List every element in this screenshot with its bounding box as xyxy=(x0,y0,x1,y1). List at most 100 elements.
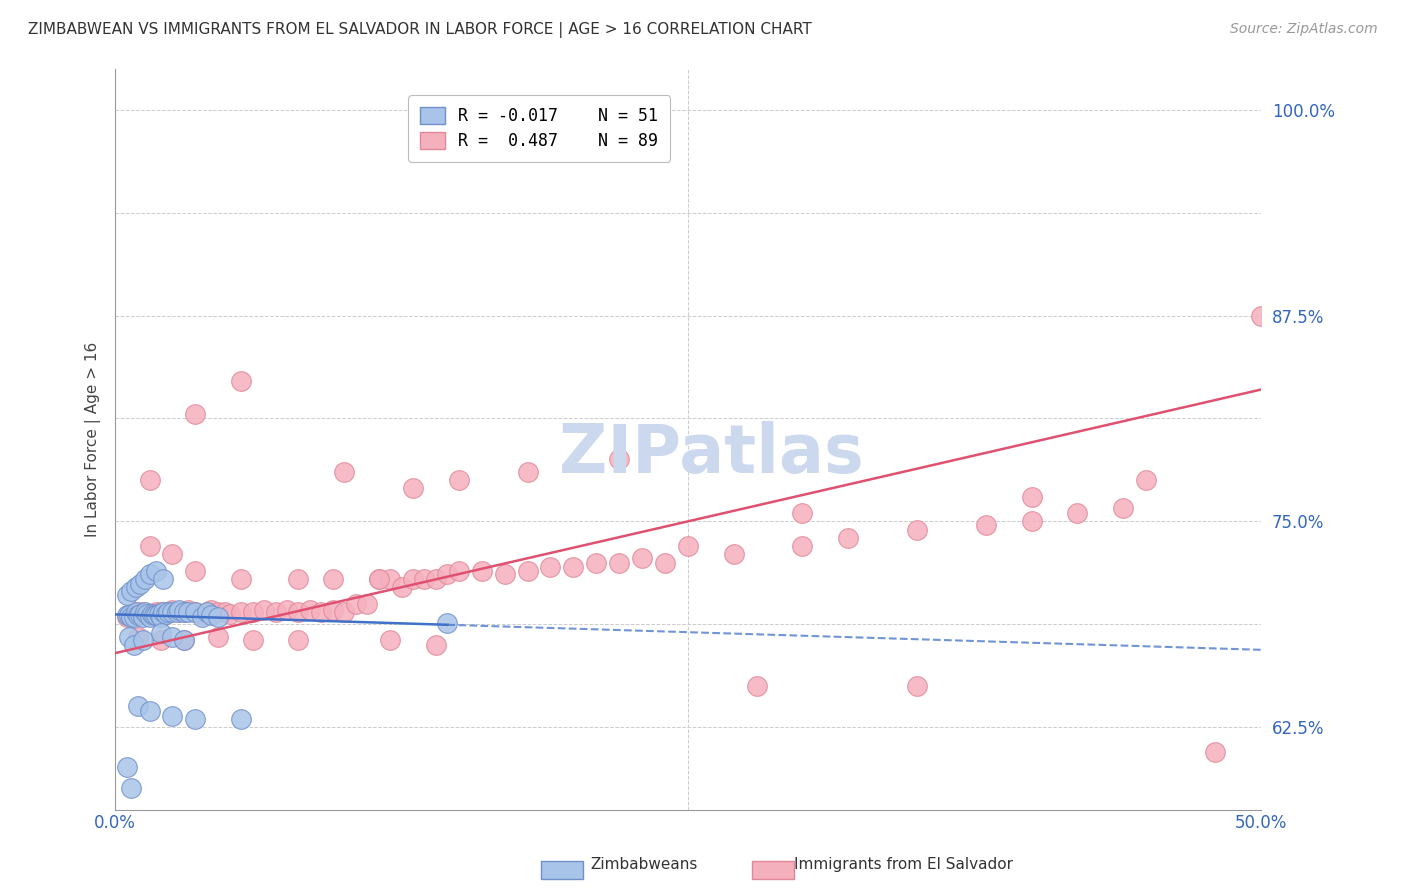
Point xyxy=(447,564,470,578)
Point xyxy=(177,603,200,617)
Point xyxy=(287,632,309,647)
Point xyxy=(425,638,447,652)
Point xyxy=(141,607,163,621)
Point xyxy=(134,605,156,619)
Point xyxy=(214,605,236,619)
Point xyxy=(169,605,191,619)
Point xyxy=(723,547,745,561)
Point xyxy=(131,605,153,619)
Point xyxy=(231,712,253,726)
Point xyxy=(143,608,166,623)
Point xyxy=(287,605,309,619)
Point xyxy=(152,605,174,619)
Point xyxy=(367,572,389,586)
Point xyxy=(150,626,173,640)
Point xyxy=(298,603,321,617)
Point xyxy=(264,605,287,619)
Point xyxy=(516,465,538,479)
Point xyxy=(287,572,309,586)
Point xyxy=(200,603,222,617)
Point xyxy=(253,603,276,617)
Point xyxy=(1112,501,1135,516)
Point xyxy=(242,632,264,647)
Point xyxy=(145,564,167,578)
Point xyxy=(127,698,149,713)
Point xyxy=(148,607,170,621)
Point xyxy=(195,605,218,619)
Point xyxy=(131,632,153,647)
Point xyxy=(242,605,264,619)
Point xyxy=(494,567,516,582)
Point xyxy=(516,564,538,578)
Point xyxy=(184,605,207,619)
Text: Source: ZipAtlas.com: Source: ZipAtlas.com xyxy=(1230,22,1378,37)
Point xyxy=(129,607,152,621)
Point xyxy=(138,473,160,487)
Point xyxy=(391,580,413,594)
Point xyxy=(322,572,344,586)
Point xyxy=(207,610,229,624)
Point xyxy=(125,580,148,594)
Point xyxy=(905,523,928,537)
Text: Zimbabweans: Zimbabweans xyxy=(591,857,697,872)
Point xyxy=(200,608,222,623)
Point xyxy=(129,577,152,591)
Point xyxy=(184,564,207,578)
Point xyxy=(173,632,195,647)
Point xyxy=(231,572,253,586)
Point xyxy=(115,610,138,624)
Point xyxy=(191,607,214,621)
Point xyxy=(367,572,389,586)
Point xyxy=(676,539,699,553)
Point xyxy=(1250,309,1272,323)
Point xyxy=(745,679,768,693)
Point xyxy=(333,465,356,479)
Point xyxy=(184,605,207,619)
Text: ZIPatlas: ZIPatlas xyxy=(558,421,863,487)
Point xyxy=(207,630,229,644)
Point xyxy=(162,708,184,723)
Point xyxy=(792,506,814,520)
Point xyxy=(166,605,188,619)
Point xyxy=(191,610,214,624)
Point xyxy=(837,531,859,545)
Point xyxy=(169,603,191,617)
Point xyxy=(356,597,378,611)
Point xyxy=(1135,473,1157,487)
Point xyxy=(152,572,174,586)
Point xyxy=(177,605,200,619)
Point xyxy=(654,556,676,570)
Point xyxy=(134,572,156,586)
Point xyxy=(173,605,195,619)
Point xyxy=(276,603,298,617)
Point xyxy=(115,608,138,623)
Point xyxy=(585,556,607,570)
Point xyxy=(1066,506,1088,520)
Point xyxy=(127,605,149,619)
Point xyxy=(150,632,173,647)
Point xyxy=(138,539,160,553)
Point xyxy=(118,608,141,623)
Y-axis label: In Labor Force | Age > 16: In Labor Force | Age > 16 xyxy=(86,342,101,537)
Point xyxy=(322,603,344,617)
Point xyxy=(607,451,630,466)
Point xyxy=(118,630,141,644)
Point xyxy=(402,482,425,496)
Point xyxy=(378,572,401,586)
Point xyxy=(184,712,207,726)
Point xyxy=(184,407,207,421)
Point xyxy=(333,605,356,619)
Point xyxy=(138,610,160,624)
Point xyxy=(156,605,179,619)
Point xyxy=(162,605,184,619)
Point xyxy=(155,607,177,621)
Point xyxy=(413,572,436,586)
Point xyxy=(136,607,159,621)
Point xyxy=(1021,490,1043,504)
Point xyxy=(436,567,458,582)
Point xyxy=(131,610,153,624)
Point xyxy=(1021,514,1043,528)
Point xyxy=(150,605,173,619)
Point xyxy=(125,605,148,619)
Point xyxy=(122,610,145,624)
